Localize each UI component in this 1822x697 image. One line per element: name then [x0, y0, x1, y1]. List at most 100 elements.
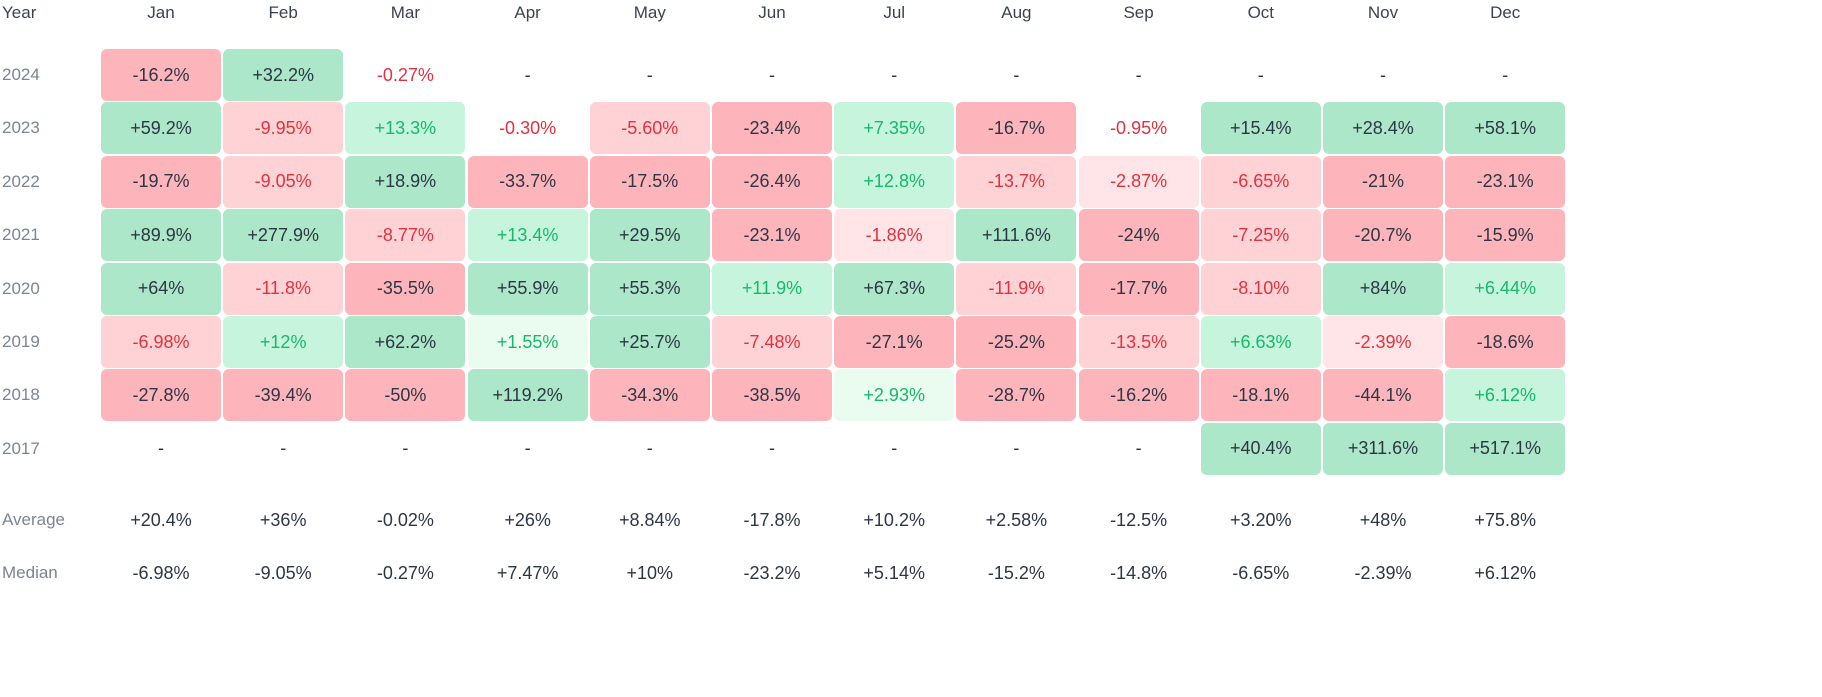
heatmap-cell: -: [769, 438, 775, 459]
average-value: -17.8%: [743, 509, 801, 530]
heatmap-cell: +89.9%: [101, 209, 221, 262]
heatmap-cell: +28.4%: [1323, 102, 1443, 155]
heatmap-cell: -8.77%: [345, 209, 466, 262]
month-header: Apr: [514, 3, 541, 22]
heatmap-cell: +277.9%: [223, 209, 344, 262]
heatmap-cell: +7.35%: [834, 102, 955, 155]
average-row-label: Average: [2, 510, 66, 529]
median-value: -0.27%: [376, 562, 434, 583]
average-value: +26%: [504, 509, 551, 530]
heatmap-cell: -9.05%: [223, 155, 344, 208]
average-value: +2.58%: [985, 509, 1048, 530]
heatmap-cell: +15.4%: [1200, 102, 1321, 155]
year-label: 2019: [2, 332, 40, 351]
heatmap-cell: -34.3%: [589, 369, 710, 422]
heatmap-cell: -16.2%: [101, 49, 221, 101]
heatmap-cell: -19.7%: [101, 155, 221, 208]
heatmap-cell: -26.4%: [712, 155, 832, 208]
heatmap-cell: +13.3%: [345, 102, 466, 155]
heatmap-cell: -39.4%: [223, 369, 344, 422]
heatmap-cell: -28.7%: [956, 369, 1077, 422]
heatmap-cell: -1.86%: [834, 209, 955, 262]
heatmap-cell: -: [1013, 438, 1020, 459]
heatmap-cell: +58.1%: [1445, 102, 1566, 155]
average-value: -12.5%: [1110, 509, 1168, 530]
heatmap-cell: -0.30%: [499, 117, 557, 138]
average-value: +10.2%: [863, 509, 925, 530]
heatmap-cell: -: [646, 438, 653, 459]
median-row-label: Median: [2, 563, 58, 582]
heatmap-cell: -18.6%: [1445, 316, 1566, 368]
heatmap-cell: +11.9%: [712, 262, 832, 315]
heatmap-cell: -50%: [345, 369, 466, 422]
heatmap-cell: -: [1380, 64, 1386, 85]
heatmap-cell: -8.10%: [1200, 262, 1321, 315]
heatmap-cell: -11.9%: [956, 262, 1077, 315]
heatmap-cell: +55.3%: [589, 262, 710, 315]
heatmap-cell: +6.63%: [1200, 316, 1321, 368]
median-value: -9.05%: [254, 562, 312, 583]
heatmap-cell: +13.4%: [467, 209, 588, 262]
heatmap-cell: -: [524, 438, 531, 459]
year-label: 2018: [2, 385, 40, 405]
heatmap-cell: -23.1%: [1445, 155, 1566, 208]
heatmap-cell: -20.7%: [1323, 209, 1443, 262]
heatmap-cell: -2.87%: [1078, 155, 1199, 208]
median-value: -2.39%: [1354, 562, 1412, 583]
heatmap-cell: -0.95%: [1110, 117, 1168, 138]
heatmap-cell: -9.95%: [223, 102, 344, 155]
heatmap-cell: +18.9%: [345, 155, 466, 208]
heatmap-cell: -0.27%: [376, 64, 434, 85]
month-header: May: [633, 3, 666, 22]
heatmap-cell: +29.5%: [589, 209, 710, 262]
heatmap-cell: -33.7%: [467, 155, 588, 208]
month-header: Nov: [1367, 3, 1399, 22]
heatmap-cell: -7.25%: [1200, 209, 1321, 262]
heatmap-cell: -: [1257, 64, 1264, 85]
heatmap-cell: -25.2%: [956, 316, 1077, 368]
median-value: +10%: [626, 562, 674, 583]
month-header: Oct: [1247, 3, 1275, 22]
heatmap-cell: -27.8%: [101, 369, 221, 422]
heatmap-cell: -5.60%: [589, 102, 710, 155]
month-header: Mar: [390, 3, 421, 22]
heatmap-cell: -23.4%: [712, 102, 832, 155]
heatmap-cell: -16.2%: [1078, 369, 1199, 422]
median-value: -14.8%: [1110, 562, 1168, 583]
heatmap-cell: +32.2%: [223, 49, 344, 101]
heatmap-cell: -: [891, 438, 898, 459]
heatmap-cell: +55.9%: [467, 262, 588, 315]
heatmap-cell: -: [1502, 64, 1509, 85]
heatmap-cell: +40.4%: [1200, 422, 1321, 475]
average-value: +75.8%: [1474, 509, 1536, 530]
median-value: -23.2%: [743, 562, 801, 583]
average-value: +3.20%: [1230, 509, 1292, 530]
heatmap-cell: +2.93%: [834, 369, 955, 422]
heatmap-cell: +59.2%: [101, 102, 221, 155]
heatmap-cell: -35.5%: [345, 262, 466, 315]
heatmap-cell: +6.44%: [1445, 262, 1566, 315]
heatmap-cell: -6.98%: [101, 316, 221, 368]
heatmap-cell: -: [1135, 64, 1142, 85]
heatmap-cell: -: [280, 438, 287, 459]
heatmap-cell: -13.7%: [956, 155, 1077, 208]
heatmap-cell: -: [769, 64, 775, 85]
heatmap-cell: -17.5%: [589, 155, 710, 208]
median-value: -15.2%: [987, 562, 1045, 583]
median-value: -6.65%: [1232, 562, 1290, 583]
heatmap-cell: -: [1135, 438, 1142, 459]
average-value: +48%: [1359, 509, 1407, 530]
heatmap-cell: -6.65%: [1200, 155, 1321, 208]
month-header: Dec: [1490, 3, 1521, 22]
median-value: +7.47%: [496, 562, 559, 583]
year-label: 2023: [2, 118, 40, 138]
heatmap-cell: -27.1%: [834, 316, 955, 368]
average-value: +36%: [259, 509, 307, 530]
median-value: -6.98%: [132, 562, 190, 583]
heatmap-cell: -2.39%: [1323, 316, 1443, 368]
heatmap-cell: +119.2%: [467, 369, 588, 422]
heatmap-cell: +12.8%: [834, 155, 955, 208]
average-value: -0.02%: [376, 509, 434, 530]
year-column-header: Year: [2, 3, 37, 22]
